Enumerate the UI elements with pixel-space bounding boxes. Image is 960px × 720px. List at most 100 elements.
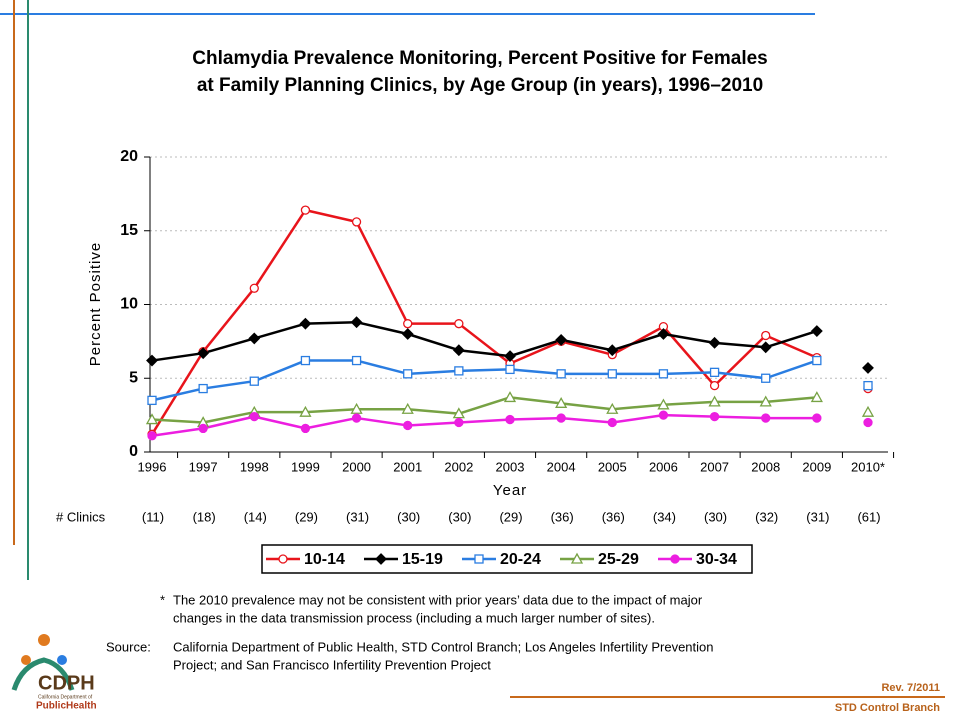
point bbox=[863, 417, 873, 428]
clinics-count: (30) bbox=[704, 509, 727, 524]
point bbox=[350, 316, 363, 329]
point bbox=[198, 383, 208, 394]
x-tick-label: 1996 bbox=[138, 459, 167, 474]
point bbox=[862, 362, 874, 374]
line-segment bbox=[151, 427, 204, 438]
y-tick-label: 0 bbox=[129, 443, 138, 460]
x-tick-label: 1997 bbox=[189, 459, 218, 474]
line-segment bbox=[356, 416, 408, 427]
line-segment bbox=[458, 322, 511, 365]
line-segment bbox=[356, 359, 409, 376]
point bbox=[505, 414, 515, 425]
line-segment bbox=[765, 334, 818, 359]
logo-figure bbox=[11, 657, 75, 691]
logo-name: CDPH bbox=[38, 672, 95, 694]
point bbox=[452, 344, 465, 357]
legend-label: 30-34 bbox=[696, 551, 737, 568]
point bbox=[146, 354, 158, 367]
point bbox=[556, 369, 566, 379]
point bbox=[709, 380, 720, 391]
line-segment bbox=[202, 379, 255, 390]
clinics-count: (18) bbox=[193, 509, 216, 524]
line-segment bbox=[714, 341, 766, 349]
point bbox=[708, 395, 721, 407]
line-segment bbox=[305, 407, 357, 414]
line-segment bbox=[355, 221, 409, 325]
source-label: Source: bbox=[106, 639, 151, 654]
point bbox=[198, 423, 208, 434]
point bbox=[351, 355, 362, 366]
point bbox=[504, 350, 516, 363]
legend-marker bbox=[278, 554, 288, 564]
line-segment bbox=[407, 421, 459, 427]
x-tick-label: 2008 bbox=[751, 459, 780, 474]
line-segment bbox=[458, 396, 511, 415]
point bbox=[248, 332, 261, 345]
point bbox=[812, 413, 822, 423]
point bbox=[249, 411, 259, 422]
point bbox=[759, 395, 772, 407]
line-segment bbox=[407, 332, 460, 352]
y-axis-label: Percent Positive bbox=[87, 242, 104, 366]
source: California Department of Public Health, … bbox=[173, 639, 713, 654]
line-segment bbox=[611, 325, 665, 356]
line-segment bbox=[713, 334, 767, 387]
point bbox=[812, 355, 822, 366]
clinics-count: (34) bbox=[653, 509, 676, 524]
point bbox=[810, 325, 823, 337]
point bbox=[249, 376, 259, 386]
logo-org: PublicHealth bbox=[36, 701, 97, 712]
clinics-count: (36) bbox=[602, 509, 625, 524]
point bbox=[709, 411, 720, 422]
point bbox=[657, 328, 670, 340]
clinics-count: (11) bbox=[142, 509, 164, 524]
point bbox=[403, 369, 413, 379]
point bbox=[454, 366, 464, 376]
point bbox=[299, 317, 312, 330]
y-tick-label: 5 bbox=[129, 369, 138, 386]
line-segment bbox=[714, 371, 766, 380]
line-segment bbox=[663, 413, 715, 418]
point bbox=[761, 330, 771, 341]
line-segment bbox=[458, 368, 511, 373]
clinics-count: (30) bbox=[397, 509, 420, 524]
logo-sub: California Department of bbox=[38, 694, 93, 700]
x-tick-label: 2010* bbox=[851, 459, 885, 474]
line-segment bbox=[509, 338, 562, 358]
point bbox=[709, 367, 720, 378]
line-segment bbox=[611, 332, 664, 352]
legend-label: 10-14 bbox=[304, 551, 345, 568]
point bbox=[401, 328, 414, 340]
point bbox=[503, 391, 517, 403]
line-segment bbox=[202, 287, 256, 353]
x-tick-label: 1999 bbox=[291, 459, 320, 474]
line-segment bbox=[561, 416, 613, 424]
x-tick-label: 2004 bbox=[547, 459, 576, 474]
line-segment bbox=[202, 415, 255, 430]
point bbox=[863, 380, 873, 391]
point bbox=[299, 405, 312, 417]
source: Project; and San Francisco Infertility P… bbox=[173, 657, 491, 672]
branch: STD Control Branch bbox=[835, 702, 940, 714]
line-segment bbox=[765, 396, 817, 404]
line-segment bbox=[560, 338, 613, 352]
line-segment bbox=[509, 368, 562, 376]
line-segment bbox=[305, 320, 357, 325]
logo-figure bbox=[21, 655, 31, 665]
line-segment bbox=[356, 320, 408, 336]
line-segment bbox=[509, 416, 562, 421]
line-segment bbox=[151, 351, 204, 362]
point bbox=[145, 413, 159, 425]
line-segment bbox=[253, 359, 306, 383]
point bbox=[403, 319, 413, 329]
point bbox=[606, 402, 619, 414]
point bbox=[300, 205, 311, 215]
line-segment bbox=[253, 322, 306, 340]
point bbox=[606, 344, 619, 357]
legend-marker bbox=[570, 552, 584, 564]
clinics-count: (31) bbox=[806, 509, 829, 524]
line-segment bbox=[560, 340, 613, 356]
clinics-count: (61) bbox=[857, 509, 880, 524]
legend-label: 25-29 bbox=[598, 551, 639, 568]
x-tick-label: 2000 bbox=[342, 459, 371, 474]
